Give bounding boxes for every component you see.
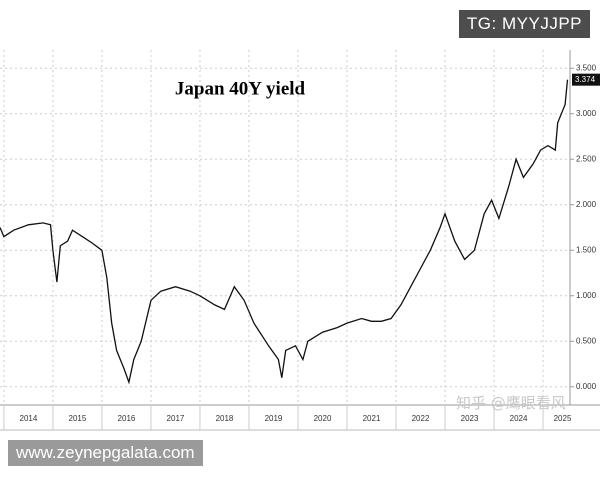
x-tick-label: 2014 — [20, 414, 38, 423]
last-value-box — [572, 73, 600, 86]
y-tick-label: 2.500 — [576, 154, 597, 163]
y-tick-label: 0.000 — [576, 382, 597, 391]
x-tick-label: 2019 — [265, 414, 283, 423]
x-tick-label: 2017 — [167, 414, 185, 423]
chart-title: Japan 40Y yield — [175, 78, 306, 99]
y-tick-label: 3.500 — [576, 63, 597, 72]
watermark: www.zeynepgalata.com — [8, 440, 203, 466]
x-tick-label: 2020 — [314, 414, 332, 423]
x-tick-label: 2015 — [69, 414, 87, 423]
x-tick-label: 2023 — [461, 414, 479, 423]
y-tick-label: 1.500 — [576, 245, 597, 254]
y-tick-label: 2.000 — [576, 200, 597, 209]
x-tick-label: 2025 — [554, 414, 572, 423]
x-tick-label: 2022 — [412, 414, 430, 423]
watermark: TG: MYYJJPP — [458, 10, 590, 38]
y-tick-label: 3.000 — [576, 109, 597, 118]
y-tick-label: 1.000 — [576, 291, 597, 300]
watermark: 知乎 @鹰眼看风 — [456, 394, 566, 412]
x-tick-label: 2018 — [216, 414, 234, 423]
x-tick-label: 2016 — [118, 414, 136, 423]
last-value-label: 3.374 — [575, 75, 596, 84]
x-tick-label: 2024 — [510, 414, 528, 423]
y-tick-label: 0.500 — [576, 336, 597, 345]
line-series — [0, 79, 569, 385]
x-tick-label: 2021 — [363, 414, 381, 423]
